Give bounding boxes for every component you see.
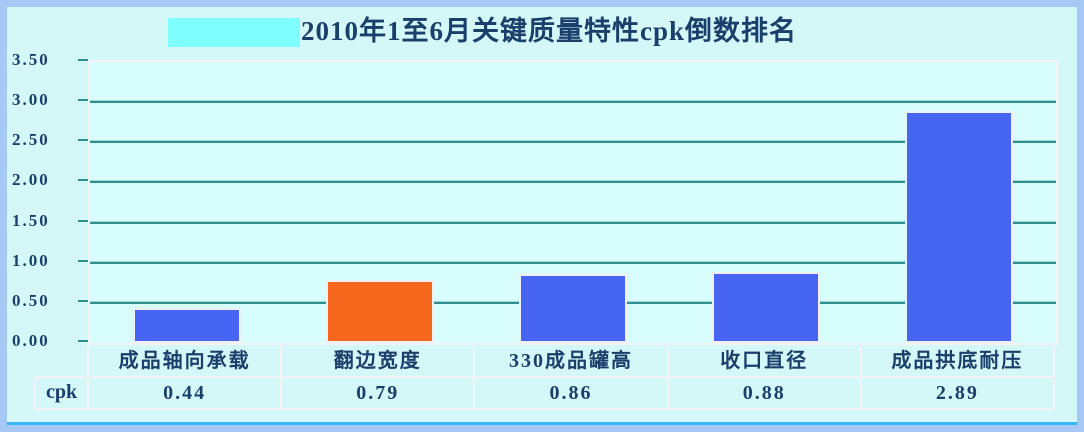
gridline xyxy=(90,180,1056,184)
category-label: 成品轴向承载 xyxy=(118,350,251,372)
chart-bar xyxy=(326,280,434,343)
y-axis-tick xyxy=(78,259,88,262)
y-axis-tick xyxy=(78,179,88,182)
cpk-value-cell: 0.44 xyxy=(163,382,207,404)
y-axis-tick xyxy=(78,340,88,342)
table-divider xyxy=(1053,346,1055,408)
y-axis-tick xyxy=(78,139,88,142)
y-axis-tick xyxy=(78,219,88,222)
category-label: 翻边宽度 xyxy=(333,350,422,372)
cpk-value-cell: 0.79 xyxy=(356,382,400,404)
chart-bar xyxy=(519,274,627,343)
chart-title: 2010年1至6月关键质量特性cpk倒数排名 xyxy=(301,16,798,46)
gridline xyxy=(90,260,1056,264)
y-axis-label: 1.00 xyxy=(12,250,50,270)
table-divider xyxy=(34,376,1054,378)
cpk-row-label: cpk xyxy=(45,381,78,403)
gridline xyxy=(90,100,1056,104)
chart-bar xyxy=(712,272,820,343)
table-divider xyxy=(34,376,36,408)
y-axis-label: 2.50 xyxy=(12,130,50,150)
frame-accent-bottom xyxy=(7,422,1077,425)
y-axis-tick xyxy=(78,299,88,302)
cpk-value-cell: 0.86 xyxy=(549,382,593,404)
chart-bar xyxy=(905,111,1013,343)
category-label: 成品拱底耐压 xyxy=(891,350,1024,372)
y-axis-label: 0.00 xyxy=(12,331,50,350)
y-axis-label: 3.00 xyxy=(12,90,50,110)
y-axis-tick xyxy=(78,59,88,61)
y-axis-label: 2.00 xyxy=(12,170,50,190)
plot-area xyxy=(88,60,1058,345)
cpk-value-cell: 2.89 xyxy=(935,382,979,404)
y-axis-tick xyxy=(78,99,88,102)
y-axis-label: 0.50 xyxy=(12,290,50,310)
category-label: 收口直径 xyxy=(720,350,809,372)
chart-bar xyxy=(133,308,241,343)
gridline xyxy=(90,140,1056,144)
category-label: 330成品罐高 xyxy=(508,350,633,372)
cpk-value-cell: 0.88 xyxy=(742,382,786,404)
y-axis-label: 1.50 xyxy=(12,210,50,230)
title-highlight-box xyxy=(168,18,300,47)
y-axis-label: 3.50 xyxy=(12,50,50,69)
gridline xyxy=(90,220,1056,224)
table-divider xyxy=(34,408,1054,410)
